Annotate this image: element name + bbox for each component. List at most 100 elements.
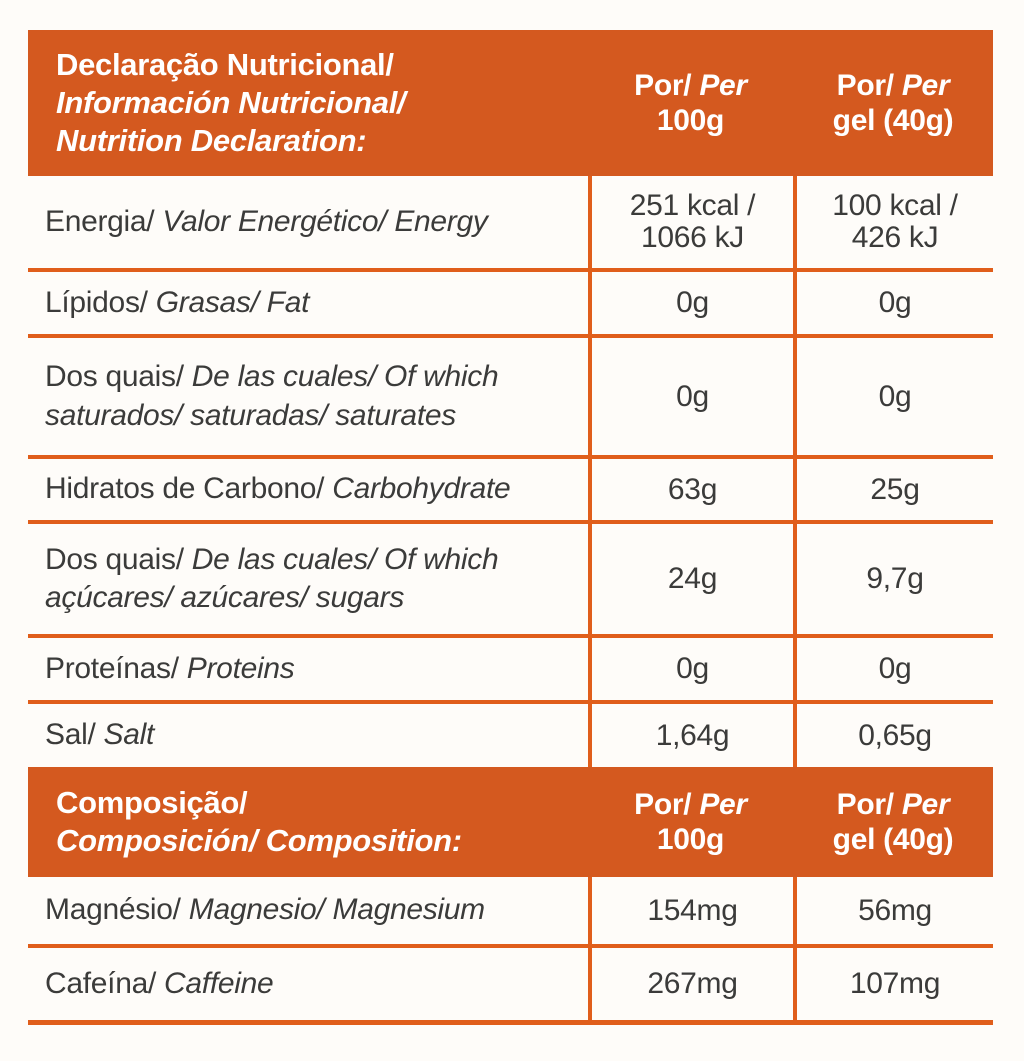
text-segment: Caffeine — [164, 966, 274, 1000]
value-per-gel: 0g — [793, 272, 993, 334]
text-segment: Composição/ — [56, 785, 248, 821]
row-label: Proteínas/ Proteins — [28, 638, 588, 700]
value-per-100g: 0g — [588, 272, 793, 334]
text-segment: gel (40g) — [832, 104, 954, 137]
text-line: saturados/ saturadas/ saturates — [45, 397, 588, 435]
text-segment: 100g — [656, 104, 725, 137]
text-segment: Lípidos/ — [45, 285, 156, 319]
text-line: Energia/ Valor Energético/ Energy — [45, 203, 588, 241]
text-segment: Nutrition Declaration: — [56, 122, 367, 158]
text-line: Lípidos/ Grasas/ Fat — [45, 284, 588, 322]
table-row-energy: Energia/ Valor Energético/ Energy 251 kca… — [28, 176, 993, 268]
text-segment: Por/ — [836, 68, 902, 102]
text-line: gel (40g) — [793, 103, 993, 138]
header-title: Composição/Composición/ Composition: — [28, 767, 588, 877]
text-segment: De las cuales/ Of which — [191, 542, 499, 576]
value-line: 1,64g — [655, 718, 730, 752]
text-segment: Dos quais/ — [45, 360, 192, 394]
column-header-per-gel: Por/ Per gel (40g) — [793, 30, 993, 176]
text-segment: Carbohydrate — [332, 472, 511, 506]
text-line: Por/ Per — [588, 68, 793, 103]
text-segment: Por/ — [634, 787, 700, 821]
value-line: 25g — [870, 472, 920, 506]
text-line: gel (40g) — [793, 822, 993, 857]
text-line: Dos quais/ De las cuales/ Of which — [45, 358, 588, 396]
text-segment: Per — [901, 68, 950, 102]
nutrition-table: Declaração Nutricional/Información Nutri… — [28, 30, 993, 1025]
table-row-protein: Proteínas/ Proteins 0g 0g — [28, 634, 993, 700]
text-segment: gel (40g) — [832, 823, 954, 856]
value-line: 24g — [667, 562, 718, 596]
column-header-per-gel: Por/ Per gel (40g) — [793, 767, 993, 877]
value-line: 56mg — [858, 893, 932, 927]
value-per-100g: 1,64g — [588, 704, 793, 767]
text-segment: Salt — [103, 718, 155, 752]
value-line: 100 kcal / — [832, 189, 958, 223]
value-per-gel: 107mg — [793, 948, 993, 1020]
row-label: Dos quais/ De las cuales/ Of which açúcar… — [28, 524, 588, 634]
value-per-100g: 0g — [588, 338, 793, 455]
value-line: 0g — [878, 286, 912, 320]
text-segment: Composición/ Composition: — [56, 823, 462, 858]
text-segment: Magnesio/ Magnesium — [188, 893, 485, 927]
value-line: 1066 kJ — [641, 221, 744, 254]
text-segment: Per — [699, 787, 747, 821]
text-segment: Valor Energético/ Energy — [162, 204, 488, 238]
row-label: Lípidos/ Grasas/ Fat — [28, 272, 588, 334]
row-label: Dos quais/ De las cuales/ Of which satura… — [28, 338, 588, 455]
header-title: Declaração Nutricional/Información Nutri… — [28, 30, 588, 176]
value-line: 0g — [676, 652, 709, 686]
value-line: 154mg — [647, 893, 738, 927]
text-line: Proteínas/ Proteins — [45, 650, 588, 688]
text-segment: Por/ — [836, 787, 902, 821]
value-per-gel: 9,7g — [793, 524, 993, 634]
table-row-magnesium: Magnésio/ Magnesio/ Magnesium 154mg 56mg — [28, 877, 993, 944]
row-label: Cafeína/ Caffeine — [28, 948, 588, 1020]
table-row-salt: Sal/ Salt 1,64g 0,65g — [28, 700, 993, 767]
text-line: Sal/ Salt — [45, 716, 588, 754]
value-line: 0g — [878, 379, 912, 413]
text-line: açúcares/ azúcares/ sugars — [45, 579, 588, 617]
row-label: Magnésio/ Magnesio/ Magnesium — [28, 877, 588, 944]
text-segment: 100g — [656, 823, 725, 856]
text-segment: Proteins — [186, 651, 295, 685]
value-per-100g: 0g — [588, 638, 793, 700]
value-line: 0,65g — [858, 718, 932, 752]
column-header-per-100g: Por/ Per 100g — [588, 30, 793, 176]
text-segment: Magnésio/ — [45, 893, 189, 927]
text-line: Composición/ Composition: — [56, 822, 588, 860]
value-per-gel: 56mg — [793, 877, 993, 944]
text-segment: Grasas/ Fat — [155, 285, 310, 319]
text-line: 100g — [588, 103, 793, 138]
table-row-sugars: Dos quais/ De las cuales/ Of which açúcar… — [28, 520, 993, 634]
value-line: 426 kJ — [851, 221, 939, 254]
value-line: 107mg — [849, 967, 941, 1001]
text-line: Por/ Per — [793, 787, 993, 822]
table-row-fat: Lípidos/ Grasas/ Fat 0g 0g — [28, 268, 993, 334]
value-per-gel: 0g — [793, 638, 993, 700]
value-line: 63g — [667, 472, 718, 506]
value-line: 251 kcal / — [629, 189, 756, 223]
text-line: 100g — [588, 822, 793, 857]
text-segment: Cafeína/ — [45, 966, 165, 1000]
value-per-gel: 0,65g — [793, 704, 993, 767]
value-line: 0g — [676, 286, 709, 320]
section-header-composition-header: Composição/Composición/ Composition: Por/… — [28, 767, 993, 877]
table-row-saturates: Dos quais/ De las cuales/ Of which satura… — [28, 334, 993, 455]
section-header-nutrition-header: Declaração Nutricional/Información Nutri… — [28, 30, 993, 176]
text-segment: Per — [901, 787, 950, 821]
text-line: Por/ Per — [588, 787, 793, 822]
text-segment: açúcares/ azúcares/ sugars — [45, 581, 405, 614]
text-segment: saturados/ saturadas/ saturates — [45, 398, 456, 432]
value-line: 0g — [676, 379, 709, 413]
text-segment: Per — [699, 68, 747, 102]
text-segment: Hidratos de Carbono/ — [45, 472, 333, 506]
value-per-100g: 267mg — [588, 948, 793, 1020]
value-per-100g: 154mg — [588, 877, 793, 944]
text-line: Nutrition Declaration: — [56, 122, 588, 160]
text-segment: De las cuales/ Of which — [191, 360, 499, 394]
text-segment: Sal/ — [45, 718, 104, 752]
text-line: Composição/ — [56, 784, 588, 822]
value-per-gel: 100 kcal /426 kJ — [793, 176, 993, 268]
text-line: Cafeína/ Caffeine — [45, 965, 588, 1003]
